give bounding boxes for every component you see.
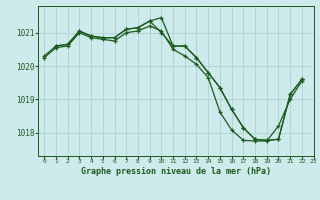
X-axis label: Graphe pression niveau de la mer (hPa): Graphe pression niveau de la mer (hPa): [81, 167, 271, 176]
